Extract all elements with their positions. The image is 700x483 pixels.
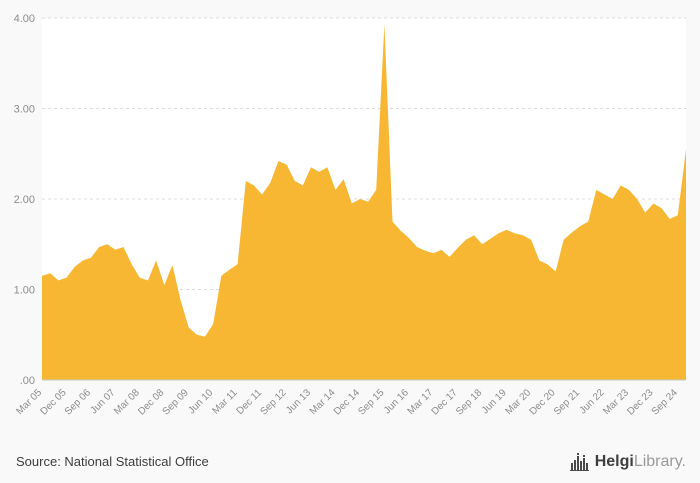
- x-axis-label: Sep 24: [650, 387, 680, 417]
- x-axis-label: Dec 05: [38, 387, 68, 417]
- x-axis-label: Sep 09: [161, 387, 191, 417]
- x-axis-label: Dec 20: [528, 387, 558, 417]
- x-axis-label: Sep 12: [259, 387, 289, 417]
- x-axis-label: Jun 13: [284, 387, 313, 416]
- x-axis-label: Dec 23: [625, 387, 655, 417]
- y-axis-label: 4.00: [14, 13, 35, 25]
- logo-text-suffix: .: [681, 452, 686, 470]
- chart-area: .00 1.00 2.00 3.00 4.00 Mar 05 Dec 05 Sep 06 Jun…: [14, 13, 686, 418]
- source-label: Source: National Statistical Office: [16, 454, 209, 469]
- helgilibrary-logo-text: HelgiLibrary.: [595, 453, 686, 471]
- y-axis-label: 3.00: [14, 104, 35, 116]
- x-axis-label: Sep 15: [356, 387, 386, 417]
- x-axis-label: Sep 18: [454, 387, 484, 417]
- area-series: [42, 24, 686, 381]
- chart-footer: Source: National Statistical Office Helg…: [0, 440, 700, 483]
- x-axis-label: Dec 14: [332, 387, 362, 417]
- y-axis-label: 1.00: [14, 285, 35, 297]
- logo-text-secondary: Library: [633, 452, 682, 470]
- logo-text-primary: Helgi: [594, 452, 634, 470]
- x-axis-label: Sep 21: [552, 387, 582, 417]
- x-axis-label: Dec 08: [136, 387, 166, 417]
- helgilibrary-logo-icon: [569, 453, 589, 471]
- y-axis-label: 2.00: [14, 194, 35, 206]
- x-axis-label: Sep 06: [63, 387, 93, 417]
- y-axis-label: .00: [20, 375, 35, 387]
- helgilibrary-logo[interactable]: HelgiLibrary.: [569, 452, 686, 471]
- x-axis-label: Mar 11: [210, 387, 240, 417]
- x-axis-label: Dec 17: [430, 387, 460, 417]
- x-axis-label: Jun 16: [382, 387, 411, 416]
- x-axis-label: Jun 10: [186, 387, 215, 416]
